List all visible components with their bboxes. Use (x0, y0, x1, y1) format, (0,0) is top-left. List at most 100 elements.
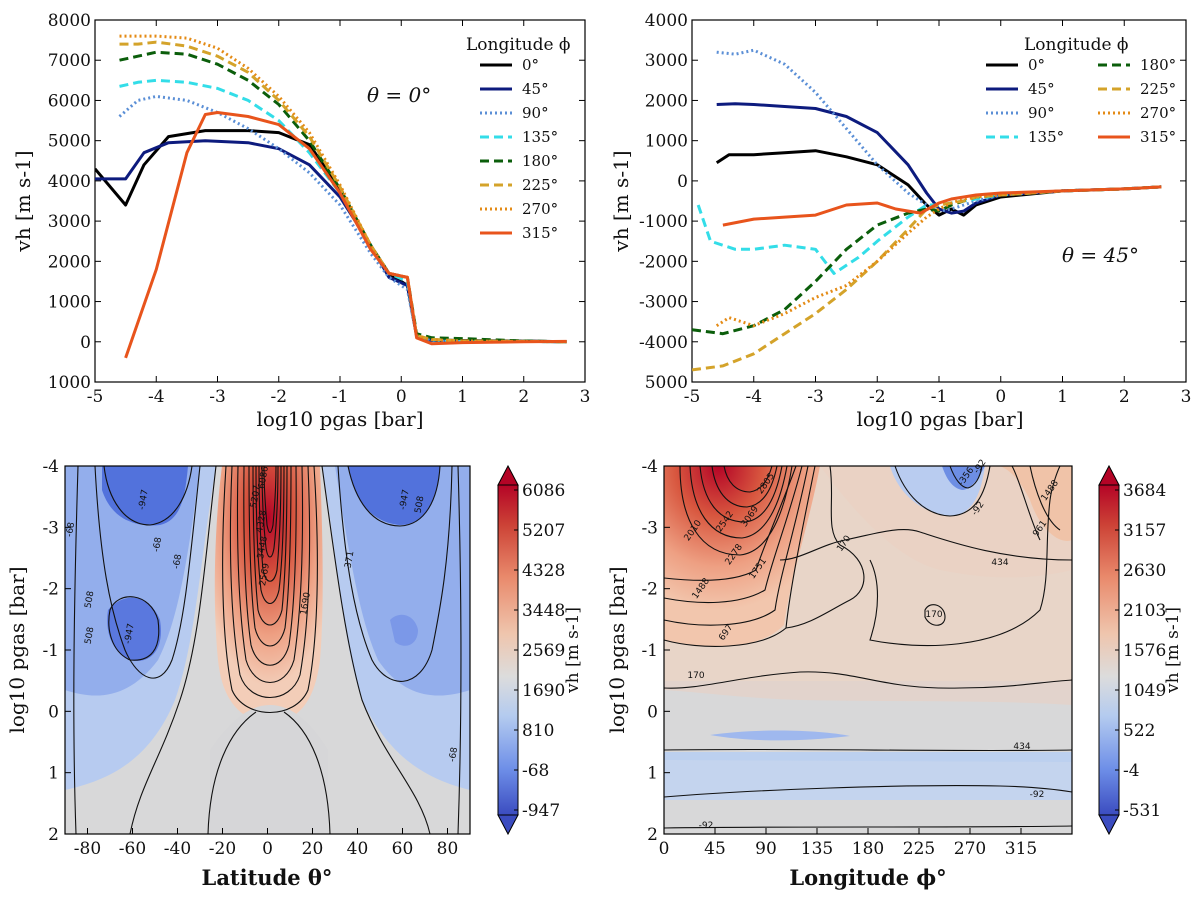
contour-label: -947 (123, 623, 136, 645)
x-tick-label: -5 (684, 387, 701, 407)
x-tick-label: 90 (755, 839, 777, 859)
legend-label-0: 0° (522, 56, 539, 74)
legend-label-4: 180° (522, 152, 558, 170)
contour-label: 4328 (255, 509, 269, 534)
contour-label: -68 (448, 746, 460, 762)
series-line-5 (692, 185, 1162, 372)
colorbar-tick-label: 522 (1123, 721, 1155, 741)
x-tick-label: 270 (954, 839, 986, 859)
y-tick-label: 0 (677, 172, 688, 192)
contour-label: -947 (137, 489, 150, 511)
legend-label-1: 45° (1028, 80, 1055, 98)
x-tick-label: 60 (392, 839, 414, 859)
colorbar-tick-label: 2630 (1123, 561, 1166, 581)
x-tick-label: -1 (931, 387, 948, 407)
y-axis-label: vh [m s-1] (609, 150, 633, 252)
y-tick-label: 3000 (48, 212, 91, 232)
x-tick-label: 3 (1181, 387, 1192, 407)
x-axis-label: log10 pgas [bar] (856, 407, 1023, 431)
contour-label: -68 (172, 553, 184, 569)
colorbar-tick-label: 2103 (1123, 601, 1166, 621)
y-tick-label: -2000 (639, 252, 688, 272)
contour-lines (663, 465, 1073, 829)
colorbar-tick-label: 6086 (522, 481, 565, 501)
legend-label-2: 90° (522, 104, 549, 122)
series-line-7 (722, 185, 1162, 227)
y-tick-label: 5000 (48, 132, 91, 152)
x-tick-label: -80 (74, 839, 101, 859)
contour-labels: -947-947-947508-68-68-68-685085083711690… (65, 465, 460, 763)
x-tick-label: 1 (457, 387, 468, 407)
series-line-2 (716, 48, 1162, 213)
legend-label-5: 225° (1140, 80, 1176, 98)
series-line-4 (692, 185, 1162, 336)
legend-label-3: 135° (1028, 128, 1064, 146)
legend-title: Longitude ϕ (466, 35, 571, 55)
contour-label: -947 (398, 489, 411, 511)
y-tick-label: -2 (641, 580, 658, 600)
y-tick-label: 0 (48, 702, 59, 722)
y-tick-label: 1 (48, 764, 59, 784)
x-axis-label: Longitude ϕ° (789, 865, 946, 890)
series-line-0 (715, 149, 1162, 217)
x-tick-label: -5 (87, 387, 104, 407)
x-tick-label: 0 (659, 839, 670, 859)
series-line-3 (119, 78, 567, 344)
x-tick-label: 0 (995, 387, 1006, 407)
contour-label: 434 (1013, 742, 1030, 752)
colorbar-tick-label: 5207 (522, 521, 565, 541)
series-line-1 (716, 102, 1162, 215)
x-tick-label: -2 (869, 387, 886, 407)
y-tick-label: 4000 (645, 11, 688, 31)
contour-label: 508 (84, 590, 97, 609)
x-axis-label: log10 pgas [bar] (256, 407, 423, 431)
legend-label-4: 180° (1140, 56, 1176, 74)
colorbar-tick-label: -531 (1123, 801, 1161, 821)
colorbar-tick-label: 4328 (522, 561, 565, 581)
y-tick-label: -4 (42, 457, 59, 477)
y-tick-label: 2 (48, 825, 59, 845)
y-tick-label: -4 (641, 457, 658, 477)
y-tick-label: 2000 (48, 252, 91, 272)
contour-label: 434 (991, 558, 1008, 568)
colorbar-tick-label: 810 (522, 721, 554, 741)
legend-label-6: 270° (522, 200, 558, 218)
legend-label-7: 315° (1140, 128, 1176, 146)
y-tick-label: -3 (641, 518, 658, 538)
colorbar-tick-label: -4 (1123, 761, 1140, 781)
colorbar (497, 464, 519, 836)
y-tick-label: 6000 (48, 91, 91, 111)
y-tick-label: -3 (42, 518, 59, 538)
x-tick-label: -3 (209, 387, 226, 407)
y-tick-label: 5000 (645, 373, 688, 393)
legend-label-1: 45° (522, 80, 549, 98)
contour-label: 1690 (299, 591, 313, 616)
legend-label-0: 0° (1028, 56, 1045, 74)
heatmap-field (65, 466, 470, 834)
y-tick-label: 2 (647, 825, 658, 845)
x-tick-label: 0 (396, 387, 407, 407)
plot-frame (94, 19, 586, 383)
theta-annotation: θ = 45° (1062, 243, 1139, 267)
x-tick-label: 45 (704, 839, 726, 859)
y-axis-label: vh [m s-1] (11, 150, 35, 252)
x-tick-label: 2 (1119, 387, 1130, 407)
x-tick-label: 2 (518, 387, 529, 407)
colorbar-tick-label: 3684 (1123, 481, 1166, 501)
contour-label: 371 (344, 550, 357, 569)
x-tick-label: 0 (262, 839, 273, 859)
legend-label-5: 225° (522, 176, 558, 194)
y-tick-label: -2 (42, 580, 59, 600)
y-tick-label: -3000 (639, 293, 688, 313)
colorbar-tick-label: 3157 (1123, 521, 1166, 541)
series-line-1 (95, 139, 567, 344)
colorbar (1098, 464, 1120, 836)
x-tick-label: -1 (332, 387, 349, 407)
plot-frame (691, 19, 1187, 383)
y-axis-label: log10 pgas [bar] (5, 566, 29, 733)
contour-label: 6086 (257, 465, 271, 490)
y-tick-label: -4000 (639, 333, 688, 353)
series-line-5 (119, 40, 567, 344)
contour-label: -68 (152, 536, 164, 552)
